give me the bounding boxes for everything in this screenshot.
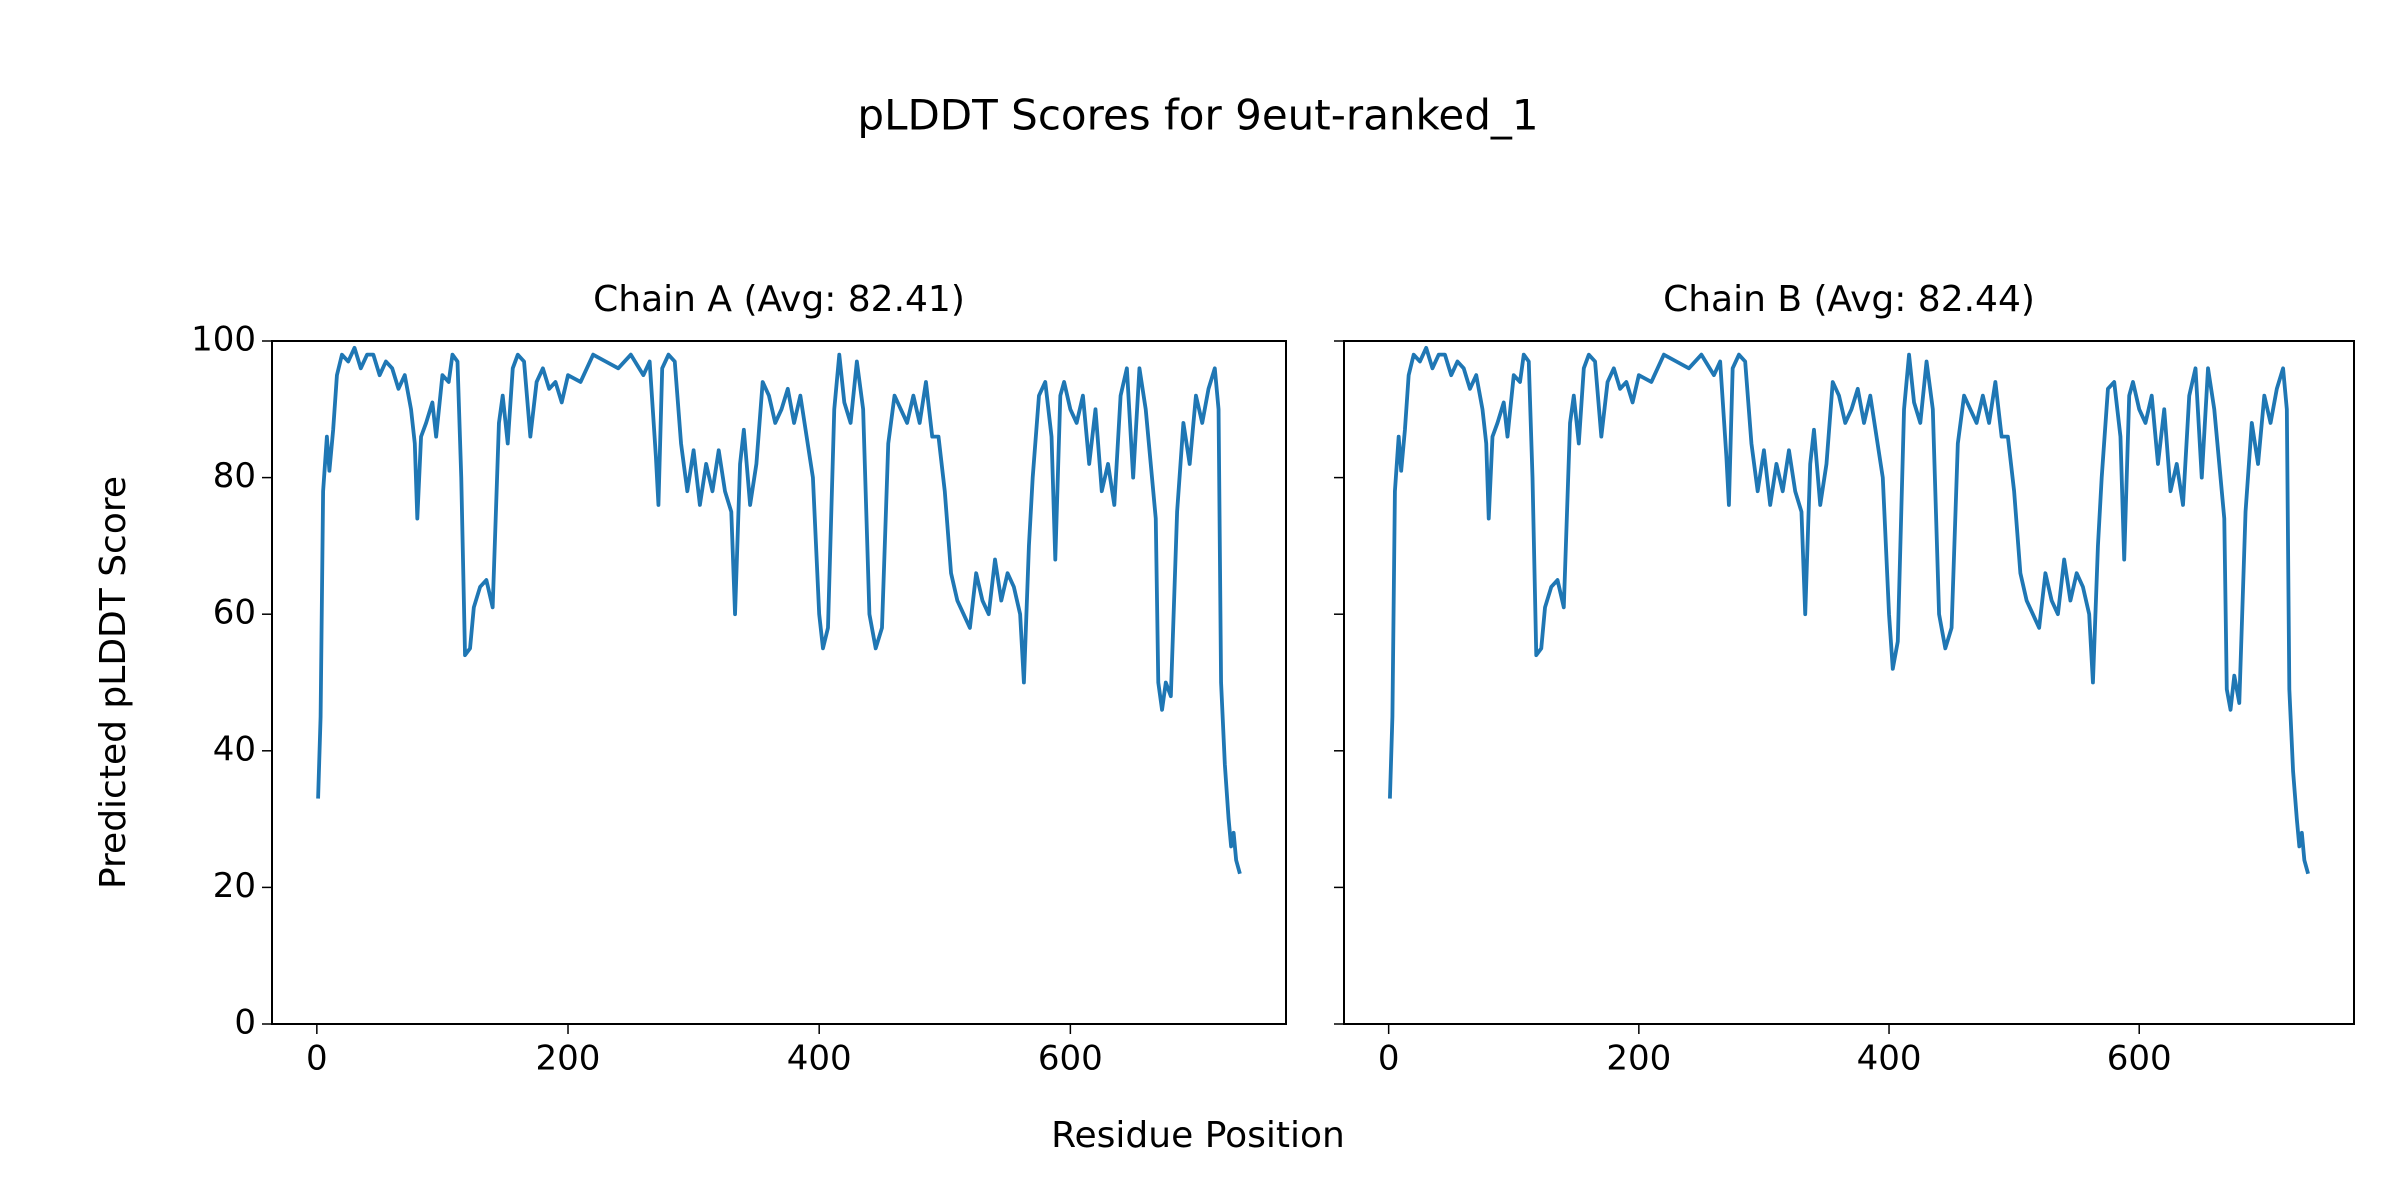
y-tick-label: 60 xyxy=(213,593,256,633)
y-tick-label: 80 xyxy=(213,456,256,496)
plddt-line xyxy=(316,345,1242,875)
x-tick-label: 400 xyxy=(787,1039,852,1079)
y-tick-label: 20 xyxy=(213,866,256,906)
axes-frame xyxy=(1343,340,2355,1025)
x-tick-label: 200 xyxy=(1606,1039,1671,1079)
x-tick-label: 0 xyxy=(306,1039,328,1079)
y-axis-label: Predicted pLDDT Score xyxy=(93,476,134,889)
subplot-title: Chain B (Avg: 82.44) xyxy=(1663,279,2035,320)
x-tick-label: 400 xyxy=(1857,1039,1922,1079)
x-tick-label: 200 xyxy=(536,1039,601,1079)
y-tick-label: 100 xyxy=(191,320,256,360)
x-tick-label: 600 xyxy=(1038,1039,1103,1079)
y-tick-label: 40 xyxy=(213,729,256,769)
plddt-line xyxy=(1388,345,2310,875)
x-axis-label: Residue Position xyxy=(1051,1115,1345,1156)
x-tick-label: 0 xyxy=(1378,1039,1400,1079)
axes-frame xyxy=(271,340,1287,1025)
y-tick-label: 0 xyxy=(234,1003,256,1043)
figure-title: pLDDT Scores for 9eut-ranked_1 xyxy=(857,91,1538,140)
subplot-title: Chain A (Avg: 82.41) xyxy=(593,279,965,320)
x-tick-label: 600 xyxy=(2107,1039,2172,1079)
